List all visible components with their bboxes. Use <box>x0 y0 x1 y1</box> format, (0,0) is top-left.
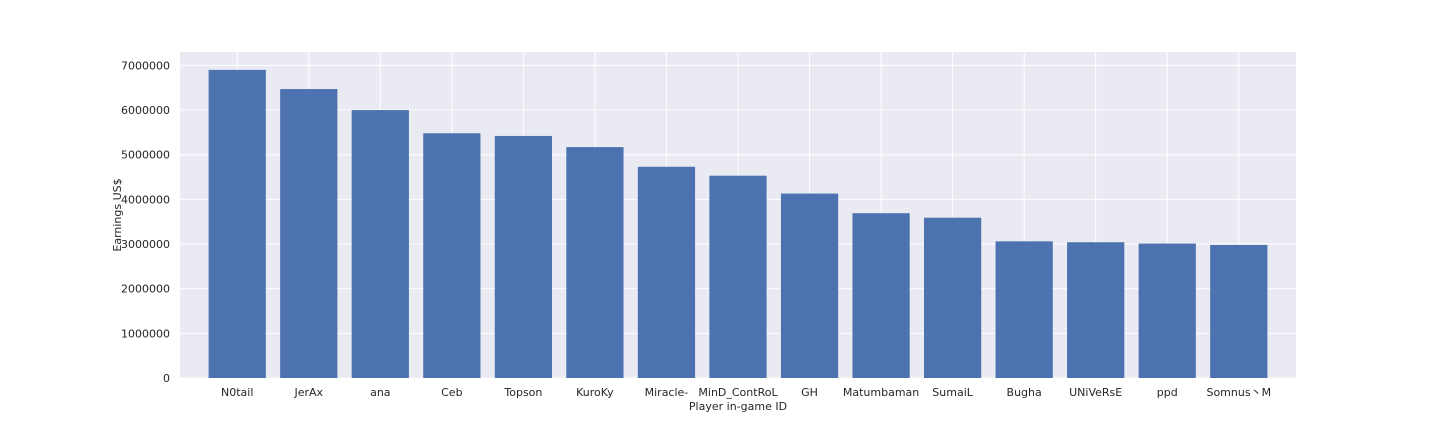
x-axis-ticks: N0tail JerAx ana Ceb Topson KuroKy Miracle- Min… <box>221 386 1271 399</box>
y-tick-label: 2000000 <box>121 283 170 296</box>
x-tick-label: N0tail <box>221 386 253 399</box>
y-tick-label: 4000000 <box>121 193 170 206</box>
y-tick-label: 5000000 <box>121 149 170 162</box>
bar-JerAx <box>280 89 338 379</box>
x-axis-label: Player in-game ID <box>689 400 787 413</box>
x-tick-label: KuroKy <box>576 386 614 399</box>
bar-Matumbaman <box>852 213 910 378</box>
bar-N0tail <box>208 69 266 379</box>
x-tick-label: MinD_ContRoL <box>698 386 778 399</box>
y-tick-label: 3000000 <box>121 238 170 251</box>
bar-UNiVeRsE <box>1067 242 1125 378</box>
y-tick-label: 6000000 <box>121 104 170 117</box>
x-tick-label: ana <box>370 386 390 399</box>
y-axis-label: Earnings US$ <box>111 178 124 251</box>
x-tick-label: UNiVeRsE <box>1069 386 1122 399</box>
bar-MinD_ContRoL <box>709 175 767 378</box>
bar-Bugha <box>995 241 1053 378</box>
y-tick-label: 1000000 <box>121 327 170 340</box>
x-tick-label: Matumbaman <box>843 386 919 399</box>
x-tick-label: SumaiL <box>932 386 973 399</box>
x-tick-label: GH <box>801 386 818 399</box>
bar-Ceb <box>423 133 481 378</box>
y-tick-label: 7000000 <box>121 59 170 72</box>
bar-Somnus丶M <box>1210 244 1268 378</box>
x-tick-label: Somnus丶M <box>1206 386 1271 399</box>
bar-Miracle- <box>637 166 696 378</box>
bar-Topson <box>494 135 552 378</box>
bars <box>208 69 1268 379</box>
y-axis-ticks: 0 1000000 2000000 3000000 4000000 5000000 6000… <box>121 59 170 385</box>
bar-ppd <box>1138 243 1196 378</box>
x-tick-label: JerAx <box>293 386 323 399</box>
bar-SumaiL <box>924 217 982 378</box>
y-tick-label: 0 <box>163 372 170 385</box>
x-tick-label: Ceb <box>441 386 462 399</box>
x-tick-label: Bugha <box>1007 386 1042 399</box>
bar-ana <box>351 110 409 378</box>
x-tick-label: ppd <box>1157 386 1178 399</box>
bar-GH <box>780 193 839 378</box>
x-tick-label: Miracle- <box>645 386 689 399</box>
bar-KuroKy <box>566 147 624 378</box>
x-tick-label: Topson <box>503 386 542 399</box>
